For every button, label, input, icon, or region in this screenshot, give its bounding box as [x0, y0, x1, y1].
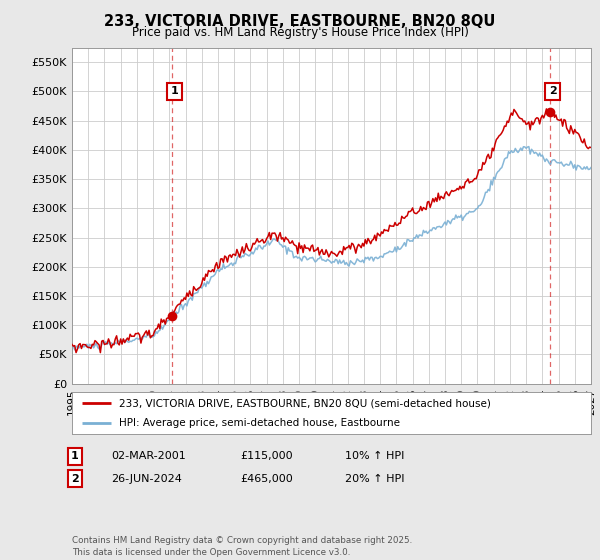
Text: 1: 1	[170, 86, 178, 96]
Text: 2: 2	[549, 86, 557, 96]
Text: 02-MAR-2001: 02-MAR-2001	[111, 451, 186, 461]
Text: £115,000: £115,000	[240, 451, 293, 461]
Text: HPI: Average price, semi-detached house, Eastbourne: HPI: Average price, semi-detached house,…	[119, 418, 400, 428]
Text: 233, VICTORIA DRIVE, EASTBOURNE, BN20 8QU (semi-detached house): 233, VICTORIA DRIVE, EASTBOURNE, BN20 8Q…	[119, 398, 491, 408]
Text: 20% ↑ HPI: 20% ↑ HPI	[345, 474, 404, 484]
Text: Price paid vs. HM Land Registry's House Price Index (HPI): Price paid vs. HM Land Registry's House …	[131, 26, 469, 39]
Text: 26-JUN-2024: 26-JUN-2024	[111, 474, 182, 484]
Text: Contains HM Land Registry data © Crown copyright and database right 2025.
This d: Contains HM Land Registry data © Crown c…	[72, 536, 412, 557]
Text: 10% ↑ HPI: 10% ↑ HPI	[345, 451, 404, 461]
Text: 233, VICTORIA DRIVE, EASTBOURNE, BN20 8QU: 233, VICTORIA DRIVE, EASTBOURNE, BN20 8Q…	[104, 14, 496, 29]
Text: 2: 2	[71, 474, 79, 484]
Text: £465,000: £465,000	[240, 474, 293, 484]
Text: 1: 1	[71, 451, 79, 461]
